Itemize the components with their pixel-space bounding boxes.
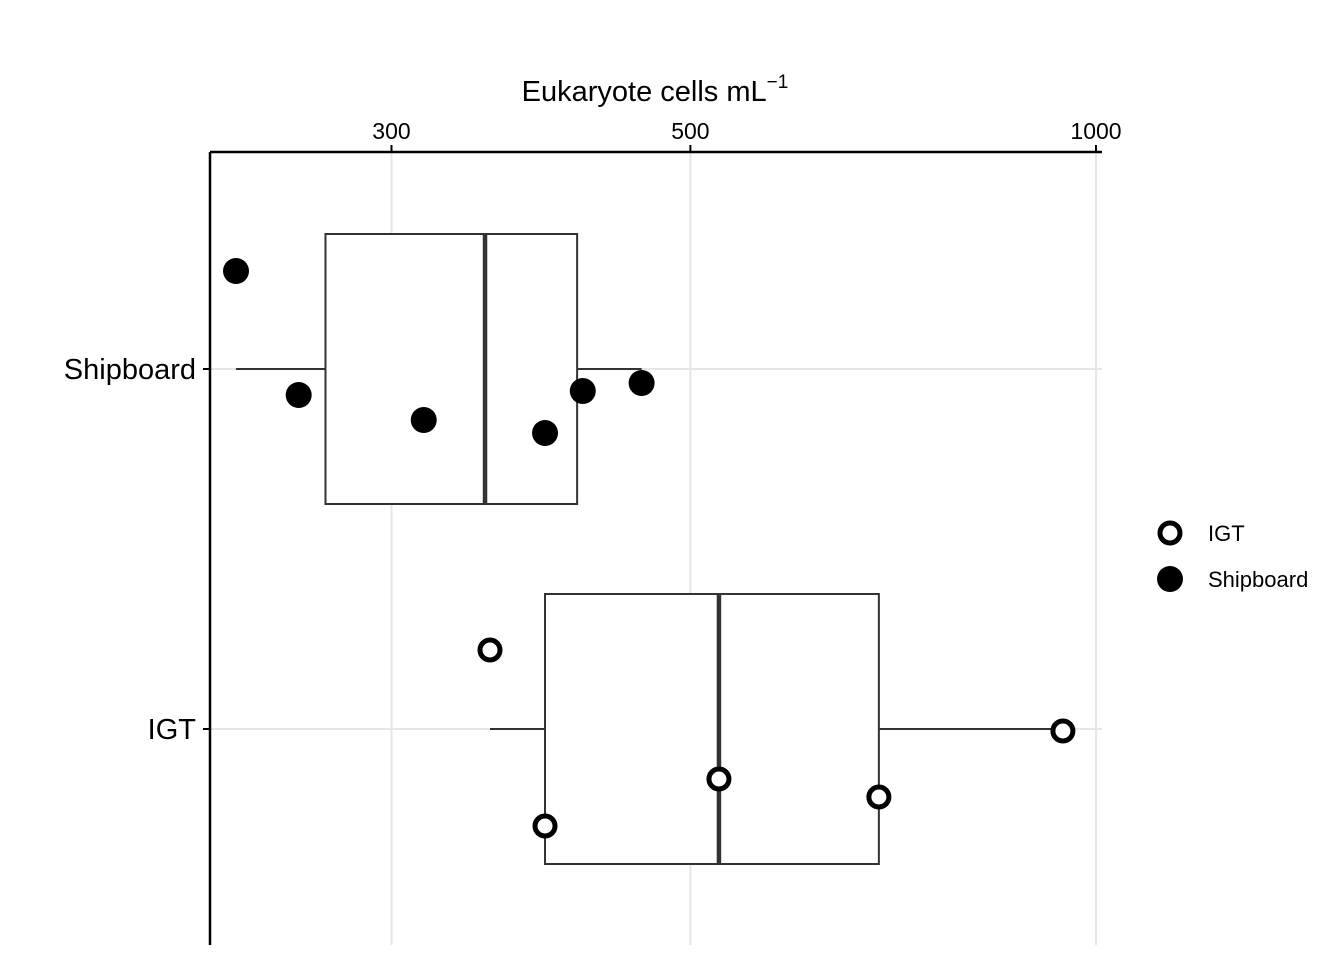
point-shipboard-4	[569, 378, 596, 404]
boxplots	[236, 233, 1063, 865]
point-igt-4	[1050, 718, 1076, 744]
legend-key-shipboard	[1157, 566, 1183, 592]
point-shipboard-0	[223, 258, 250, 284]
x-axis-title: Eukaryote cells mL−1	[522, 72, 789, 108]
point-igt-3	[866, 784, 892, 810]
point-shipboard-5	[628, 370, 655, 396]
x-axis-title-superscript: −1	[767, 72, 789, 93]
legend: IGT Shipboard	[1157, 520, 1308, 592]
x-tick-label-500: 500	[671, 118, 709, 144]
point-shipboard-1	[285, 382, 312, 408]
y-tick-label-igt: IGT	[148, 714, 197, 746]
data-points	[223, 258, 1076, 839]
legend-label-igt: IGT	[1208, 521, 1245, 546]
y-tick-label-shipboard: Shipboard	[64, 354, 196, 386]
box-igt	[544, 593, 880, 865]
point-shipboard-2	[410, 407, 437, 433]
axes: 300 500 1000 IGT Shipboard	[64, 118, 1122, 945]
x-axis-title-text: Eukaryote cells mL	[522, 76, 767, 108]
point-igt-0	[477, 637, 503, 663]
x-tick-label-1000: 1000	[1070, 118, 1121, 144]
point-igt-1	[532, 813, 558, 839]
box-shipboard	[324, 233, 579, 505]
legend-key-igt	[1157, 520, 1183, 546]
x-tick-label-300: 300	[372, 118, 410, 144]
point-igt-2	[706, 766, 732, 792]
legend-label-shipboard: Shipboard	[1208, 567, 1308, 592]
point-shipboard-3	[532, 420, 559, 446]
